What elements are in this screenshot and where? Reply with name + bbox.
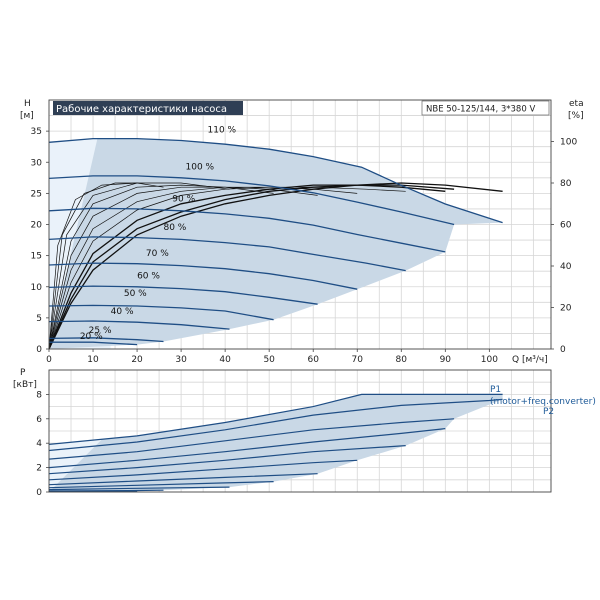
head-axis-unit: [м] — [20, 111, 34, 121]
efficiency-curve — [48, 184, 446, 350]
eta-tick-label: 20 — [560, 304, 572, 314]
efficiency-curve — [48, 182, 230, 350]
x-tick-label: 100 — [481, 355, 498, 365]
eta-tick-label: 100 — [560, 138, 577, 148]
y-tick-label: 30 — [31, 158, 43, 168]
x-tick-label: 50 — [263, 355, 275, 365]
power-axis-label: P — [20, 368, 26, 378]
speed-percent-labels: 110 % 100 % 90 % 80 % 70 % 60 % 50 % 40 % 25 %20… — [80, 125, 237, 342]
efficiency-curve — [48, 186, 406, 350]
power-curve — [48, 486, 230, 491]
power-curve — [48, 473, 318, 486]
y-tick-label: 10 — [31, 283, 43, 293]
efficiency-curves — [48, 182, 503, 350]
flow-axis-label: Q [м³/ч] — [512, 355, 548, 365]
head-curve — [48, 207, 446, 253]
head-curve — [48, 320, 230, 330]
x-tick-label: 10 — [87, 355, 99, 365]
speed-percent-label: 110 % — [208, 125, 237, 135]
power-curve — [48, 393, 503, 445]
model-box — [421, 100, 550, 116]
efficiency-curve — [48, 182, 503, 350]
x-tick-label: 20 — [131, 355, 143, 365]
chart-title: Рабочие характеристики насоса — [56, 104, 227, 115]
efficiency-curve — [48, 186, 358, 350]
speed-percent-label: 40 % — [111, 307, 134, 317]
power-curve — [48, 398, 503, 452]
speed-percent-label: 20 % — [80, 332, 103, 342]
eta-tick-label: 40 — [560, 262, 572, 272]
head-chart-y-ticks: 0 5 10 15 20 25 30 35 — [31, 127, 49, 355]
power-curve — [48, 428, 446, 469]
area-operating — [49, 138, 503, 349]
efficiency-curve — [48, 184, 274, 350]
legend-p2: P2 — [543, 407, 554, 417]
power-curve — [48, 445, 406, 475]
y-tick-label: 5 — [36, 314, 42, 324]
legend-p1: P1 — [490, 385, 501, 395]
legend-p1-note: (motor+freq.converter) — [490, 397, 596, 407]
x-tick-label: 80 — [396, 355, 408, 365]
power-tick-label: 0 — [36, 488, 42, 498]
power-tick-label: 4 — [36, 439, 42, 449]
power-axis-unit: [кВт] — [13, 380, 37, 390]
chart-title-bg — [53, 101, 243, 115]
power-curve — [48, 418, 455, 460]
head-curve — [49, 341, 138, 346]
head-chart: 110 %100 %90 %80 %70 %60 %50 %40 %25 %20… — [20, 99, 584, 365]
head-axis-label: H — [24, 99, 31, 109]
head-chart-eta-ticks: 0 20 40 60 80 100 — [551, 138, 577, 355]
head-curve — [48, 285, 318, 305]
speed-percent-label: 25 % — [89, 326, 112, 336]
power-tick-label: 6 — [36, 415, 42, 425]
x-tick-label: 90 — [440, 355, 452, 365]
head-chart-x-ticks: 0 10 20 30 40 50 60 70 80 90 100 — [46, 349, 498, 365]
eta-axis-label: eta — [569, 99, 584, 109]
eta-tick-label: 60 — [560, 221, 572, 231]
efficiency-curve — [48, 184, 455, 350]
power-chart-frame — [48, 369, 552, 493]
power-tick-label: 8 — [36, 390, 42, 400]
speed-percent-label: 80 % — [163, 223, 186, 233]
y-tick-label: 15 — [31, 252, 42, 262]
power-curves — [48, 393, 503, 492]
power-tick-label: 2 — [36, 464, 42, 474]
speed-percent-label: 90 % — [172, 194, 195, 204]
y-tick-label: 20 — [31, 221, 43, 231]
head-curve — [48, 236, 406, 272]
speed-percent-label: 70 % — [146, 249, 169, 259]
speed-percent-label: 100 % — [186, 163, 215, 173]
x-tick-label: 70 — [352, 355, 364, 365]
head-curves — [48, 137, 503, 346]
eta-axis-unit: [%] — [568, 111, 584, 121]
eta-tick-label: 80 — [560, 179, 572, 189]
efficiency-curve — [48, 186, 318, 350]
y-tick-label: 0 — [36, 345, 42, 355]
speed-percent-label: 50 % — [124, 289, 147, 299]
x-tick-label: 40 — [219, 355, 231, 365]
y-tick-label: 25 — [31, 189, 42, 199]
head-curve — [48, 337, 164, 343]
head-curve — [48, 262, 358, 290]
power-curve — [48, 459, 358, 481]
eta-tick-label: 0 — [560, 345, 566, 355]
x-tick-label: 60 — [307, 355, 319, 365]
efficiency-curve — [48, 182, 138, 350]
x-tick-label: 0 — [46, 355, 52, 365]
head-curve — [48, 304, 274, 321]
head-chart-operating-area — [49, 138, 503, 349]
head-curve — [48, 137, 503, 224]
speed-percent-label: 60 % — [137, 272, 160, 282]
power-curve — [48, 481, 274, 489]
efficiency-curve — [48, 182, 164, 350]
head-curve — [48, 175, 455, 226]
power-area-operating — [49, 394, 503, 492]
x-tick-label: 30 — [175, 355, 187, 365]
y-tick-label: 35 — [31, 127, 42, 137]
model-label: NBE 50-125/144, 3*380 V — [426, 105, 535, 115]
power-chart-y-ticks: 0 2 4 6 8 — [36, 390, 49, 498]
